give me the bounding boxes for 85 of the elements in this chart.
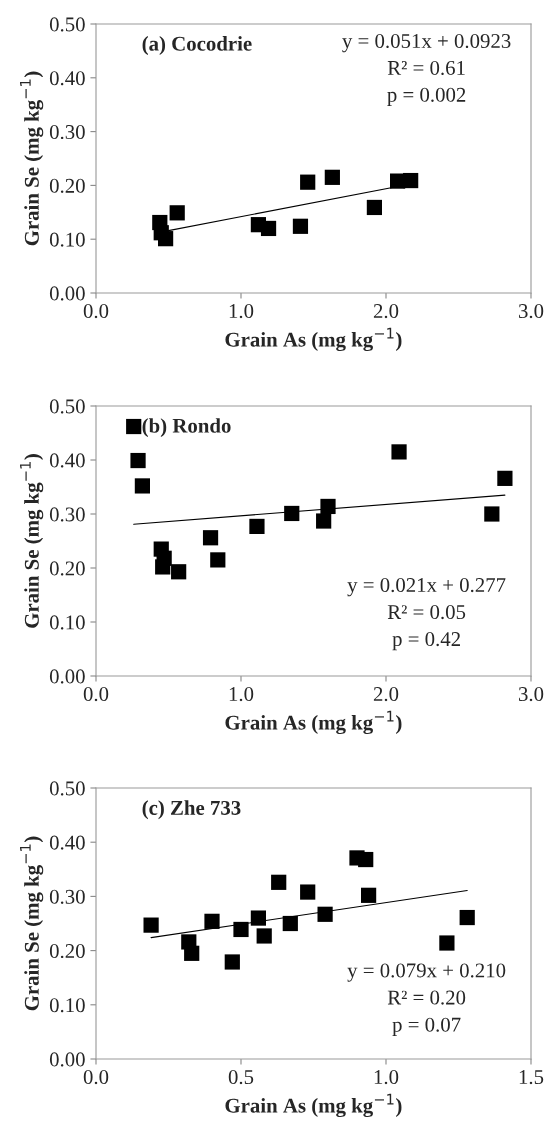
y-tick-label: 0.10 [49, 998, 85, 1013]
text: (b) Rondo [142, 418, 231, 438]
point [233, 921, 249, 938]
x-tick-label: 0.0 [83, 304, 109, 319]
y-tick-label: 0.00 [49, 1052, 85, 1067]
x-tick-label: 1.0 [229, 304, 254, 319]
point [256, 928, 272, 944]
point [271, 874, 287, 890]
text: (a) Cocodrie [142, 36, 252, 55]
point [317, 906, 333, 922]
point [260, 220, 277, 237]
annotation: p = 0.07 [392, 1017, 461, 1036]
annotation: R² = 0.61 [387, 60, 465, 76]
x-tick-label: 2.0 [373, 304, 399, 319]
point [358, 851, 374, 868]
annotation: p = 0.002 [387, 87, 466, 107]
y-tick-label: 0.50 [49, 17, 85, 32]
point [300, 884, 316, 900]
point [157, 231, 174, 247]
y-axis-title: Grain Se (mg kg$^{−1}$) [20, 71, 44, 246]
point [155, 559, 171, 575]
annotation: y = 0.079x + 0.210 [347, 963, 506, 982]
point [366, 199, 383, 216]
annotation: y = 0.051x + 0.0923 [342, 33, 511, 53]
point [143, 917, 159, 933]
y-tick-label: 0.30 [49, 507, 85, 522]
annotation: y = 0.021x + 0.277 [347, 578, 506, 597]
y-tick-label: 0.40 [49, 453, 85, 468]
x-tick-label: 0.5 [228, 1070, 254, 1085]
y-tick-label: 0.20 [49, 561, 85, 576]
point [126, 418, 142, 435]
x-tick-label: 1.0 [374, 1070, 399, 1085]
x-axis-title: Grain As (mg kg$^{−1}$) [225, 1093, 402, 1118]
point [282, 915, 298, 932]
point [360, 887, 377, 903]
point [459, 909, 475, 926]
x-tick-label: 1.0 [229, 687, 254, 702]
point [202, 530, 219, 546]
point [300, 174, 316, 190]
point [130, 452, 146, 469]
y-tick-label: 0.00 [49, 286, 85, 301]
annotation: R² = 0.20 [387, 990, 466, 1005]
y-tick-label: 0.40 [49, 71, 85, 86]
x-tick-label: 3.0 [518, 687, 544, 702]
point [391, 444, 407, 460]
x-tick-label: 3.0 [518, 304, 544, 319]
y-tick-label: 0.10 [49, 232, 85, 247]
point [184, 945, 200, 961]
x-tick-label: 1.5 [519, 1070, 544, 1085]
y-tick-label: 0.40 [49, 835, 85, 850]
y-tick-label: 0.50 [49, 781, 85, 796]
y-tick-label: 0.00 [49, 669, 85, 684]
annotation: p = 0.42 [392, 632, 460, 651]
text: (c) Zhe 733 [142, 800, 241, 820]
point [224, 954, 240, 970]
y-tick-label: 0.20 [49, 178, 85, 193]
point [134, 478, 151, 494]
point [403, 172, 419, 189]
y-tick-label: 0.30 [49, 124, 85, 140]
point [316, 513, 332, 529]
y-tick-label: 0.30 [49, 889, 85, 904]
x-tick-label: 2.0 [373, 687, 399, 702]
y-axis-title: Grain Se (mg kg$^{−1}$) [20, 836, 44, 1011]
annotation: R² = 0.05 [387, 605, 466, 620]
point [249, 518, 265, 535]
point [292, 218, 309, 234]
point [324, 169, 340, 185]
x-axis-title: Grain As (mg kg$^{−1}$) [225, 327, 402, 352]
x-axis-title: Grain As (mg kg$^{−1}$) [225, 710, 402, 735]
point [439, 935, 455, 951]
point [484, 506, 500, 522]
point [169, 205, 185, 221]
point [250, 910, 267, 926]
y-tick-label: 0.10 [49, 615, 85, 630]
point [284, 505, 300, 522]
x-tick-label: 0.0 [83, 687, 109, 702]
point [204, 913, 220, 929]
x-tick-label: 0.0 [83, 1070, 109, 1085]
y-tick-label: 0.50 [49, 399, 85, 414]
point [171, 564, 187, 580]
point [210, 552, 226, 568]
y-axis-title: Grain Se (mg kg$^{−1}$) [20, 454, 44, 628]
point [320, 498, 336, 515]
point [497, 470, 513, 486]
y-tick-label: 0.20 [49, 943, 85, 959]
